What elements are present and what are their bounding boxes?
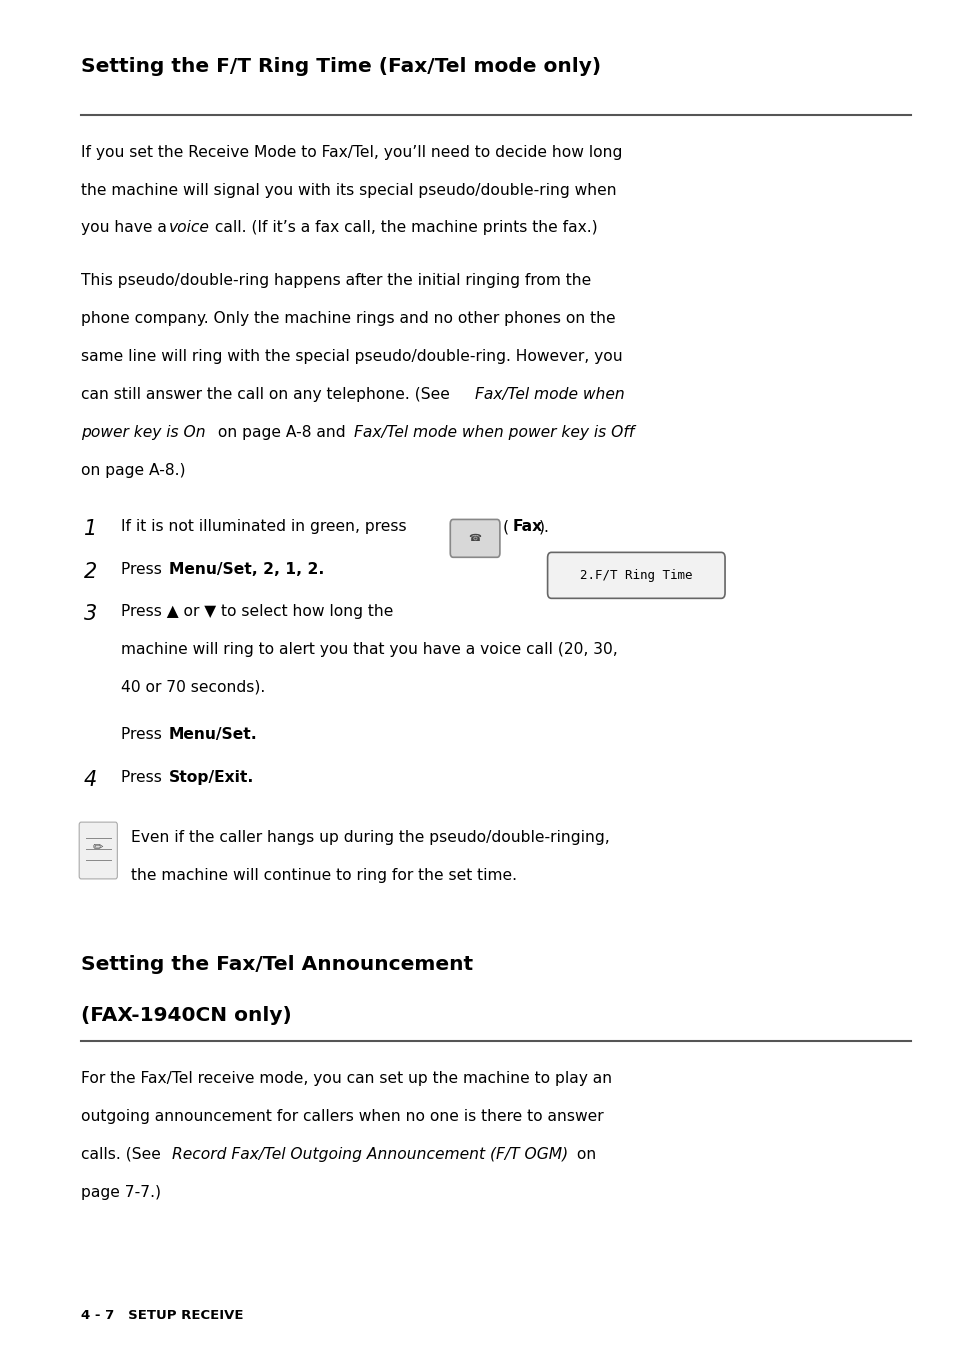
Text: 4 - 7   SETUP RECEIVE: 4 - 7 SETUP RECEIVE	[81, 1309, 243, 1322]
Text: Menu/Set.: Menu/Set.	[169, 727, 257, 742]
Text: If it is not illuminated in green, press: If it is not illuminated in green, press	[121, 519, 412, 534]
FancyBboxPatch shape	[547, 553, 724, 599]
Text: 2.F/T Ring Time: 2.F/T Ring Time	[579, 569, 692, 581]
Text: 1: 1	[84, 519, 97, 539]
Text: same line will ring with the special pseudo/double-ring. However, you: same line will ring with the special pse…	[81, 349, 622, 364]
Text: Menu/Set, 2, 1, 2.: Menu/Set, 2, 1, 2.	[169, 562, 324, 577]
Text: Even if the caller hangs up during the pseudo/double-ringing,: Even if the caller hangs up during the p…	[131, 830, 609, 845]
Text: you have a: you have a	[81, 220, 172, 235]
FancyBboxPatch shape	[79, 822, 117, 879]
Text: the machine will continue to ring for the set time.: the machine will continue to ring for th…	[131, 868, 517, 883]
Text: calls. (See: calls. (See	[81, 1146, 166, 1161]
Text: For the Fax/Tel receive mode, you can set up the machine to play an: For the Fax/Tel receive mode, you can se…	[81, 1071, 612, 1086]
Text: (FAX-1940CN only): (FAX-1940CN only)	[81, 1006, 292, 1025]
Text: on page A-8.): on page A-8.)	[81, 462, 186, 477]
Text: ☎: ☎	[468, 534, 481, 544]
Text: page 7-7.): page 7-7.)	[81, 1184, 161, 1199]
Text: 4: 4	[84, 769, 97, 790]
Text: on page A-8 and: on page A-8 and	[213, 425, 350, 439]
Text: Fax/Tel mode when power key is Off: Fax/Tel mode when power key is Off	[354, 425, 634, 439]
Text: voice: voice	[169, 220, 210, 235]
Text: 2: 2	[84, 562, 97, 581]
Text: ).: ).	[538, 519, 549, 534]
Text: Stop/Exit.: Stop/Exit.	[169, 769, 253, 784]
Text: Press: Press	[121, 562, 167, 577]
Text: Press ▲ or ▼ to select how long the: Press ▲ or ▼ to select how long the	[121, 604, 394, 619]
Text: If you set the Receive Mode to Fax/Tel, you’ll need to decide how long: If you set the Receive Mode to Fax/Tel, …	[81, 145, 621, 160]
Text: the machine will signal you with its special pseudo/double-ring when: the machine will signal you with its spe…	[81, 183, 616, 197]
Text: 40 or 70 seconds).: 40 or 70 seconds).	[121, 680, 265, 695]
Text: power key is On: power key is On	[81, 425, 206, 439]
Text: outgoing announcement for callers when no one is there to answer: outgoing announcement for callers when n…	[81, 1109, 603, 1124]
Text: phone company. Only the machine rings and no other phones on the: phone company. Only the machine rings an…	[81, 311, 615, 326]
Text: Setting the F/T Ring Time (Fax/Tel mode only): Setting the F/T Ring Time (Fax/Tel mode …	[81, 57, 600, 76]
Text: call. (If it’s a fax call, the machine prints the fax.): call. (If it’s a fax call, the machine p…	[210, 220, 597, 235]
Text: 3: 3	[84, 604, 97, 625]
Text: Press: Press	[121, 727, 167, 742]
Text: ✏: ✏	[92, 841, 104, 854]
Text: (: (	[502, 519, 508, 534]
Text: This pseudo/double-ring happens after the initial ringing from the: This pseudo/double-ring happens after th…	[81, 273, 591, 288]
Text: Press: Press	[121, 769, 167, 784]
Text: on: on	[572, 1146, 596, 1161]
Text: Fax: Fax	[512, 519, 542, 534]
FancyBboxPatch shape	[450, 519, 499, 557]
Text: can still answer the call on any telephone. (See: can still answer the call on any telepho…	[81, 387, 455, 402]
Text: Fax/Tel mode when: Fax/Tel mode when	[475, 387, 624, 402]
Text: machine will ring to alert you that you have a voice call (20, 30,: machine will ring to alert you that you …	[121, 642, 618, 657]
Text: Setting the Fax/Tel Announcement: Setting the Fax/Tel Announcement	[81, 955, 473, 975]
Text: Record Fax/Tel Outgoing Announcement (F/T OGM): Record Fax/Tel Outgoing Announcement (F/…	[172, 1146, 567, 1161]
